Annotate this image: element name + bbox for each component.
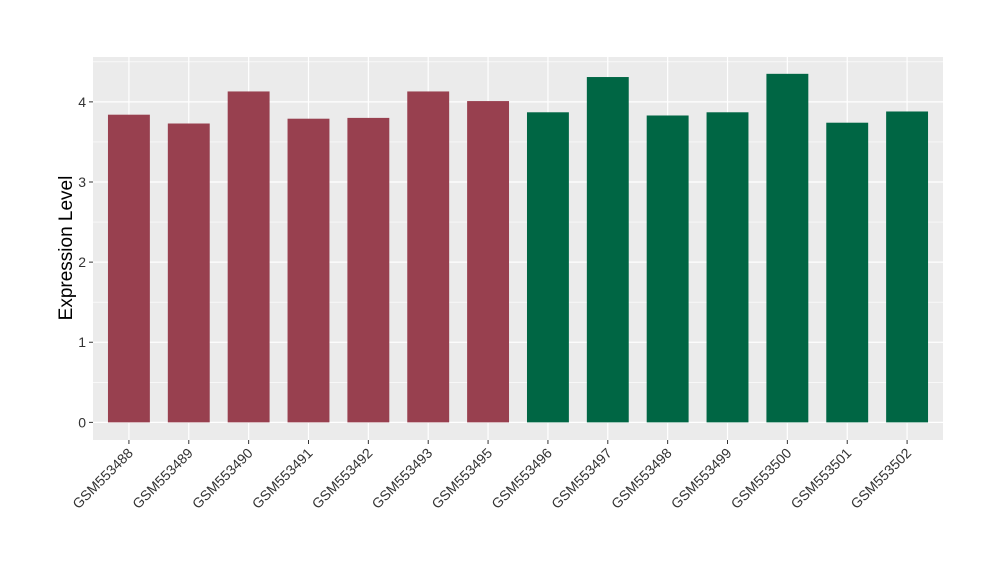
x-tick-label: GSM553491	[249, 445, 316, 512]
x-tick-label: GSM553499	[668, 445, 735, 512]
x-tick-label: GSM553501	[787, 445, 854, 512]
bar-GSM553488	[107, 114, 150, 423]
bar-GSM553501	[826, 122, 869, 423]
y-tick-label: 0	[78, 414, 86, 430]
bar-GSM553491	[287, 118, 330, 423]
bar-GSM553490	[227, 91, 270, 423]
x-tick-label: GSM553497	[548, 445, 615, 512]
x-tick-label: GSM553490	[189, 445, 256, 512]
bar-GSM553495	[467, 101, 510, 423]
x-axis-ticks: GSM553488GSM553489GSM553490GSM553491GSM5…	[69, 440, 914, 512]
bar-GSM553492	[347, 117, 390, 423]
y-tick-label: 1	[78, 334, 86, 350]
bar-GSM553496	[526, 112, 569, 423]
bar-GSM553499	[706, 112, 749, 423]
bar-GSM553493	[407, 91, 450, 423]
bar-GSM553500	[766, 73, 809, 423]
x-tick-label: GSM553496	[488, 445, 555, 512]
bars	[107, 73, 929, 423]
y-tick-label: 2	[78, 254, 86, 270]
bar-GSM553489	[167, 123, 210, 423]
y-tick-label: 4	[78, 94, 86, 110]
x-tick-label: GSM553492	[309, 445, 376, 512]
y-axis-ticks: 0 1 2 3 4	[78, 94, 93, 430]
x-tick-label: GSM553493	[368, 445, 435, 512]
x-tick-label: GSM553495	[428, 445, 495, 512]
x-tick-label: GSM553502	[847, 445, 914, 512]
x-tick-label: GSM553488	[69, 445, 136, 512]
x-tick-label: GSM553489	[129, 445, 196, 512]
bar-GSM553502	[886, 111, 929, 423]
x-tick-label: GSM553500	[728, 445, 795, 512]
bar-GSM553497	[586, 77, 629, 423]
y-axis-title: Expression Level	[56, 176, 77, 321]
x-tick-label: GSM553498	[608, 445, 675, 512]
bar-GSM553498	[646, 115, 689, 423]
y-tick-label: 3	[78, 174, 86, 190]
